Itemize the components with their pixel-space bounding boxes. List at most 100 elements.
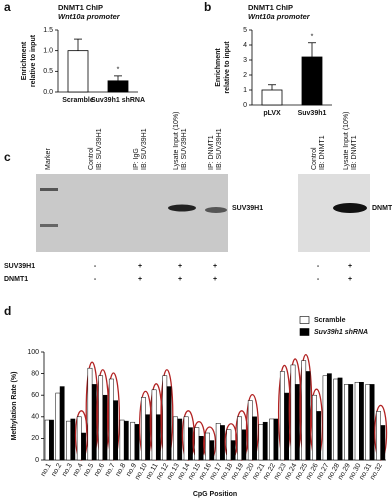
bar — [44, 419, 50, 461]
bar — [333, 378, 339, 461]
bar — [354, 381, 360, 461]
sign: - — [317, 276, 320, 283]
y-tick-label: 1.0 — [43, 48, 53, 55]
bar — [337, 377, 343, 461]
sign: + — [213, 263, 217, 270]
lane-label: Control — [88, 147, 95, 170]
bar — [59, 386, 65, 461]
bar — [290, 364, 296, 461]
bar — [87, 367, 93, 461]
bar — [198, 435, 204, 461]
sign: + — [348, 276, 352, 283]
bar — [294, 384, 300, 461]
bar — [102, 394, 108, 461]
bar — [134, 424, 140, 461]
bar — [376, 411, 381, 461]
bar — [113, 400, 118, 461]
bar — [273, 418, 279, 461]
sign: + — [348, 263, 352, 270]
blot-band — [168, 204, 196, 212]
lane-label: IB: SUV39H1 — [96, 128, 103, 170]
bar — [284, 392, 289, 461]
bar — [305, 371, 311, 461]
lane-label: IB: DNMT1 — [351, 135, 358, 170]
bar — [322, 375, 328, 461]
y-tick-label: 100 — [27, 349, 39, 356]
panel-label: a — [4, 0, 11, 14]
bar — [76, 416, 82, 461]
bar — [141, 397, 146, 461]
bar — [177, 418, 183, 461]
bar — [173, 416, 178, 461]
y-tick-label: 60 — [31, 392, 39, 399]
chart-subtitle: Wnt10a promoter — [58, 12, 121, 21]
bar — [151, 389, 157, 461]
lane-label: Lysate Input (10%) — [343, 112, 350, 171]
bar — [123, 420, 129, 461]
y-axis-label: Methylation Rate (%) — [11, 372, 18, 441]
bar — [107, 80, 129, 93]
lane-label: Control — [311, 147, 318, 170]
x-tick-label: Suv39h1 — [298, 110, 327, 117]
sign: + — [178, 276, 182, 283]
blot-band — [40, 188, 58, 191]
y-tick-label: 0.5 — [43, 68, 53, 75]
y-tick-label: 0 — [35, 457, 39, 464]
bar — [67, 50, 89, 93]
bar — [326, 373, 332, 461]
x-tick-label: pLVX — [263, 110, 281, 117]
y-tick-label: 0 — [243, 102, 247, 109]
bar — [130, 421, 136, 461]
bar — [269, 418, 275, 461]
bar — [344, 384, 349, 461]
lane-label: Marker — [45, 148, 52, 170]
lane-label: IB: SUV39H1 — [141, 128, 148, 170]
bar — [98, 375, 104, 461]
y-tick-label: 1.5 — [43, 27, 53, 34]
lane-label: Lysate Input (10%) — [173, 112, 180, 171]
bar — [81, 432, 86, 461]
lane-label: IP: IgG — [133, 148, 140, 170]
band-label: DNMT1 — [372, 205, 392, 212]
bar — [359, 381, 364, 461]
sign: - — [94, 263, 97, 270]
bar — [230, 440, 236, 461]
bar — [183, 416, 189, 461]
bar — [162, 375, 168, 461]
bar — [119, 419, 125, 461]
bar — [188, 427, 193, 461]
y-tick-label: 20 — [31, 435, 39, 442]
y-tick-label: 40 — [31, 414, 39, 421]
legend-label: Suv39h1 shRNA — [314, 329, 368, 336]
x-tick-label: Suv39h1 shRNA — [91, 97, 145, 104]
y-axis-label: relative to input — [224, 41, 231, 94]
sign: + — [138, 276, 142, 283]
panel-label: c — [4, 150, 11, 164]
bar — [301, 360, 307, 461]
blot-band — [333, 203, 367, 213]
bar — [312, 394, 317, 461]
bar — [241, 429, 247, 461]
bar — [237, 416, 242, 461]
panel-label: b — [204, 0, 211, 14]
chart-subtitle: Wnt10a promoter — [248, 12, 311, 21]
bar — [145, 414, 151, 461]
sign: + — [178, 263, 182, 270]
annotation: * — [311, 34, 314, 41]
chart-title: DNMT1 ChIP — [248, 3, 293, 12]
bar — [155, 414, 161, 461]
lane-label: IB: SUV39H1 — [181, 128, 188, 170]
chart-title: DNMT1 ChIP — [58, 3, 103, 12]
sign: + — [138, 263, 142, 270]
row-label: DNMT1 — [4, 276, 28, 283]
bar — [301, 56, 323, 106]
lane-label: IP: DNMT1 — [208, 135, 215, 170]
y-tick-label: 1 — [243, 87, 247, 94]
bar — [55, 392, 61, 461]
bar — [194, 427, 200, 461]
legend-label: Scramble — [314, 317, 346, 324]
bar — [166, 386, 172, 461]
bar — [369, 384, 375, 461]
bar — [215, 423, 221, 461]
